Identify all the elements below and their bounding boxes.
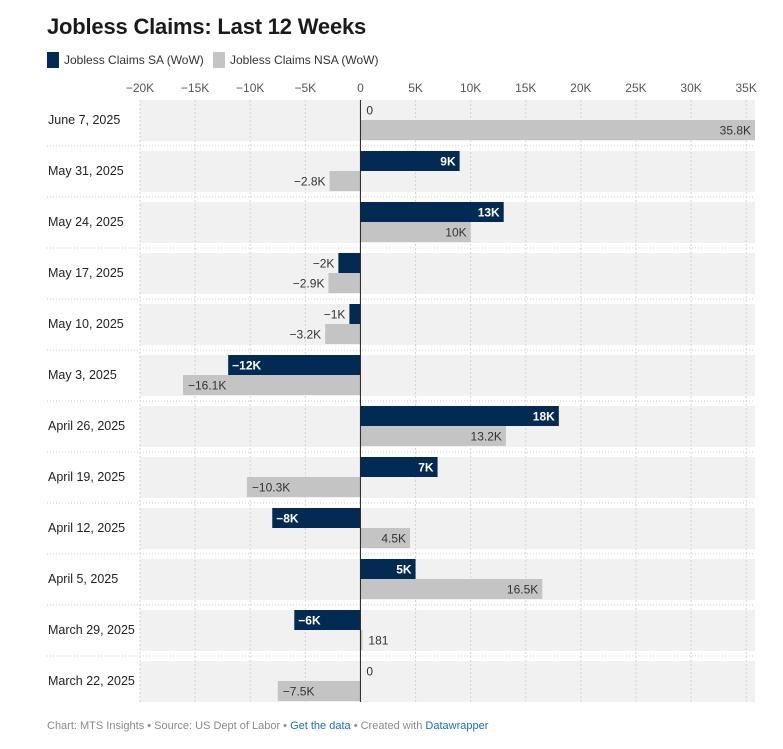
footer-middle: • Created with xyxy=(350,720,426,732)
data-label-nsa: −10.3K xyxy=(252,481,290,495)
legend-swatch-nsa xyxy=(213,52,225,68)
data-label-sa: 18K xyxy=(533,410,555,424)
bar-nsa xyxy=(360,630,363,650)
data-label-sa: 5K xyxy=(396,563,412,577)
bar-nsa xyxy=(360,120,755,140)
data-label-sa: 13K xyxy=(478,206,500,220)
data-label-nsa: 10K xyxy=(445,226,466,240)
row-background xyxy=(140,661,755,702)
legend-swatch-sa xyxy=(47,52,59,68)
data-label-nsa: −16.1K xyxy=(188,379,226,393)
x-tick-label: −10K xyxy=(236,81,264,95)
data-label-nsa: 181 xyxy=(368,634,388,648)
legend-label-nsa: Jobless Claims NSA (WoW) xyxy=(230,53,379,67)
data-label-sa: −8K xyxy=(276,512,299,526)
legend-label-sa: Jobless Claims SA (WoW) xyxy=(64,53,204,67)
bar-nsa xyxy=(246,477,361,497)
data-label-nsa: −2.8K xyxy=(294,175,326,189)
bar-nsa xyxy=(325,324,361,344)
row-background xyxy=(140,508,755,549)
data-label-nsa: 16.5K xyxy=(507,583,538,597)
bar-nsa xyxy=(360,528,411,548)
bar-nsa xyxy=(329,171,361,191)
data-label-nsa: 13.2K xyxy=(471,430,502,444)
x-tick-label: 0 xyxy=(357,81,364,95)
legend-item-sa: Jobless Claims SA (WoW) xyxy=(47,52,204,68)
data-label-sa: 7K xyxy=(418,461,434,475)
datawrapper-link[interactable]: Datawrapper xyxy=(425,720,489,732)
x-tick-label: 30K xyxy=(680,81,701,95)
bar-sa xyxy=(294,610,361,630)
bar-nsa xyxy=(360,222,471,242)
legend-item-nsa: Jobless Claims NSA (WoW) xyxy=(213,52,378,68)
bar-sa xyxy=(360,559,416,579)
category-label: May 3, 2025 xyxy=(48,368,117,382)
footer-source: Chart: MTS Insights • Source: US Dept of… xyxy=(47,720,291,732)
data-label-nsa: 4.5K xyxy=(381,532,406,546)
category-label: May 31, 2025 xyxy=(48,164,124,178)
bar-sa xyxy=(349,304,361,324)
data-label-sa: −1K xyxy=(324,308,346,322)
data-label-nsa: 35.8K xyxy=(720,124,751,138)
x-tick-label: −15K xyxy=(181,81,209,95)
x-tick-label: 35K xyxy=(736,81,757,95)
x-tick-label: −5K xyxy=(294,81,316,95)
data-label-sa: −2K xyxy=(313,257,335,271)
category-label: March 22, 2025 xyxy=(48,674,135,688)
row-background xyxy=(140,610,755,651)
bar-nsa xyxy=(328,273,361,293)
x-tick-label: −20K xyxy=(126,81,154,95)
bar-sa xyxy=(338,253,361,273)
get-the-data-link[interactable]: Get the data xyxy=(290,720,351,732)
category-label: April 26, 2025 xyxy=(48,419,125,433)
bar-sa xyxy=(360,457,438,477)
data-label-nsa: −2.9K xyxy=(293,277,325,291)
data-label-sa: −6K xyxy=(298,614,321,628)
x-tick-label: 10K xyxy=(460,81,481,95)
bar-nsa xyxy=(182,375,361,395)
bar-sa xyxy=(360,202,504,222)
category-label: May 10, 2025 xyxy=(48,317,124,331)
bar-sa xyxy=(272,508,361,528)
chart-footer: Chart: MTS Insights • Source: US Dept of… xyxy=(47,720,488,732)
row-background xyxy=(140,253,755,294)
category-label: March 29, 2025 xyxy=(48,623,135,637)
category-label: April 5, 2025 xyxy=(48,572,118,586)
x-tick-label: 5K xyxy=(408,81,423,95)
data-label-sa: 0 xyxy=(366,104,373,118)
data-label-nsa: −3.2K xyxy=(289,328,321,342)
x-tick-label: 20K xyxy=(570,81,591,95)
bar-nsa xyxy=(360,426,506,446)
data-label-sa: 0 xyxy=(366,665,373,679)
category-label: April 19, 2025 xyxy=(48,470,125,484)
data-label-nsa: −7.5K xyxy=(283,685,315,699)
x-tick-label: 25K xyxy=(625,81,646,95)
category-label: June 7, 2025 xyxy=(48,113,120,127)
bar-sa xyxy=(360,151,460,171)
bar-nsa xyxy=(277,681,361,701)
category-label: May 17, 2025 xyxy=(48,266,124,280)
bar-sa xyxy=(360,406,559,426)
data-label-sa: −12K xyxy=(232,359,261,373)
category-label: April 12, 2025 xyxy=(48,521,125,535)
x-tick-label: 15K xyxy=(515,81,536,95)
row-background xyxy=(140,304,755,345)
bar-nsa xyxy=(360,579,543,599)
row-background xyxy=(140,457,755,498)
data-label-sa: 9K xyxy=(440,155,456,169)
chart-title: Jobless Claims: Last 12 Weeks xyxy=(47,14,367,39)
category-label: May 24, 2025 xyxy=(48,215,124,229)
bar-sa xyxy=(228,355,361,375)
